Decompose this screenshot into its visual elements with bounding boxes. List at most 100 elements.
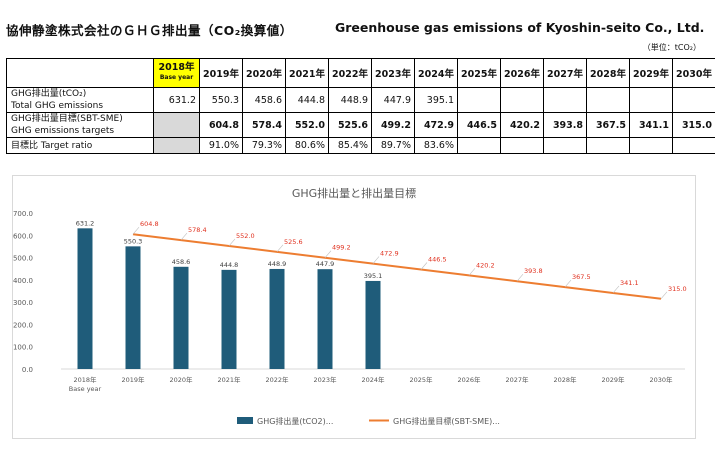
line-label-leader: [132, 227, 140, 235]
page-title-en: Greenhouse gas emissions of Kyoshin-seit…: [335, 20, 705, 35]
ratio-cell: [543, 137, 587, 154]
ghg-base-cell: 631.2: [153, 87, 200, 113]
year-header: 2021年: [285, 58, 329, 88]
line-data-label: 604.8: [140, 220, 159, 228]
y-tick-label: 300.0: [13, 299, 33, 307]
unit-label: （単位：tCO₂）: [642, 43, 701, 52]
line-data-label: 525.6: [284, 238, 303, 246]
year-header: 2025年: [457, 58, 501, 88]
line-data-label: 341.1: [620, 279, 639, 287]
ratio-cell: [586, 137, 630, 154]
line-data-label: 446.5: [428, 255, 447, 263]
line-label-leader: [516, 274, 524, 282]
ratio-cell: 89.7%: [371, 137, 415, 154]
line-label-leader: [228, 238, 236, 247]
target-cell: 525.6: [328, 112, 372, 138]
line-data-label: 499.2: [332, 244, 351, 252]
line-data-label: 578.4: [188, 226, 207, 234]
x-tick-sublabel: Base year: [69, 385, 102, 393]
ghg-cell: [543, 87, 587, 113]
line-label-leader: [420, 262, 428, 270]
line-label-leader: [324, 250, 332, 258]
y-tick-label: 400.0: [13, 277, 33, 285]
bar-data-label: 631.2: [76, 219, 95, 227]
ratio-base-cell: [153, 137, 200, 154]
ratio-cell: 85.4%: [328, 137, 372, 154]
x-tick-label: 2026年: [457, 375, 481, 384]
ratio-cell: [500, 137, 544, 154]
line-label-leader: [276, 244, 284, 253]
y-tick-label: 200.0: [13, 321, 33, 329]
ghg-cell: 458.6: [242, 87, 286, 113]
chart-title: GHG排出量と排出量目標: [292, 186, 416, 200]
ratio-cell: [672, 137, 715, 154]
bar: [173, 266, 189, 369]
year-header: 2030年: [672, 58, 715, 88]
year-header: 2020年: [242, 58, 286, 88]
x-tick-label: 2027年: [505, 375, 529, 384]
bar-data-label: 550.3: [124, 237, 143, 245]
year-header: 2027年: [543, 58, 587, 88]
table-row-ghg: GHG排出量(tCO₂) Total GHG emissions 631.2 5…: [6, 87, 715, 113]
y-tick-label: 500.0: [13, 255, 33, 263]
base-year-label: 2018年: [158, 62, 195, 73]
bar-data-label: 447.9: [316, 260, 335, 268]
line-data-label: 315.0: [668, 285, 687, 293]
emissions-table: 2018年 Base year 2019年 2020年 2021年 2022年 …: [6, 58, 715, 154]
x-tick-label: 2028年: [553, 375, 577, 384]
ratio-cell: [457, 137, 501, 154]
ghg-cell: [500, 87, 544, 113]
x-tick-label: 2023年: [313, 375, 337, 384]
target-cell: 367.5: [586, 112, 630, 138]
chart-container: GHG排出量と排出量目標 0.0 100.0 200.0 300.0 400.0 500.0…: [12, 175, 696, 439]
line-data-label: 367.5: [572, 273, 591, 281]
x-tick-label: 2020年: [169, 375, 193, 384]
target-cell: 604.8: [199, 112, 243, 138]
target-cell: 341.1: [629, 112, 673, 138]
x-tick-label: 2030年: [649, 375, 673, 384]
target-cell: 499.2: [371, 112, 415, 138]
year-header: 2022年: [328, 58, 372, 88]
x-tick-label: 2021年: [217, 375, 241, 384]
row-label-ghg: GHG排出量(tCO₂) Total GHG emissions: [6, 87, 154, 113]
target-base-cell: [153, 112, 200, 138]
table-header-row: 2018年 Base year 2019年 2020年 2021年 2022年 …: [6, 58, 715, 88]
bar: [125, 246, 141, 369]
ghg-cell: 550.3: [199, 87, 243, 113]
ghg-cell: [457, 87, 501, 113]
ghg-cell: 395.1: [414, 87, 458, 113]
x-tick-label: 2024年: [361, 375, 385, 384]
table-row-ratio: 目標比 Target ratio 91.0% 79.3% 80.6% 85.4%…: [6, 137, 715, 154]
ghg-cell: 448.9: [328, 87, 372, 113]
ratio-cell: 79.3%: [242, 137, 286, 154]
year-header: 2026年: [500, 58, 544, 88]
row-label-ratio: 目標比 Target ratio: [6, 137, 154, 154]
y-tick-label: 100.0: [13, 344, 33, 352]
base-year-sub: Base year: [159, 74, 194, 81]
row-label-target: GHG排出量目標(SBT-SME) GHG emissions targets: [6, 112, 154, 138]
ratio-cell: 83.6%: [414, 137, 458, 154]
line-label-leader: [612, 285, 620, 294]
ratio-cell: [629, 137, 673, 154]
line-label-leader: [468, 268, 476, 276]
y-tick-label: 700.0: [13, 210, 33, 218]
bar-data-label: 448.9: [268, 260, 287, 268]
ghg-cell: [672, 87, 715, 113]
ghg-cell: 447.9: [371, 87, 415, 113]
y-tick-label: 600.0: [13, 232, 33, 240]
bar: [269, 268, 285, 369]
target-line: [132, 233, 662, 300]
line-data-label: 420.2: [476, 261, 495, 269]
ratio-cell: 91.0%: [199, 137, 243, 154]
line-label-leader: [564, 279, 572, 288]
x-tick-label: 2025年: [409, 375, 433, 384]
x-tick-label: 2029年: [601, 375, 625, 384]
x-tick-label: 2019年: [121, 375, 145, 384]
ghg-cell: [586, 87, 630, 113]
x-tick-label: 2022年: [265, 375, 289, 384]
x-tick-label: 2018年: [73, 375, 97, 384]
emissions-chart: GHG排出量と排出量目標 0.0 100.0 200.0 300.0 400.0 500.0…: [13, 186, 687, 426]
legend-line-label: GHG排出量目標(SBT-SME)...: [393, 416, 500, 426]
bar: [77, 228, 93, 369]
row-label-target-en: GHG emissions targets: [11, 126, 115, 136]
